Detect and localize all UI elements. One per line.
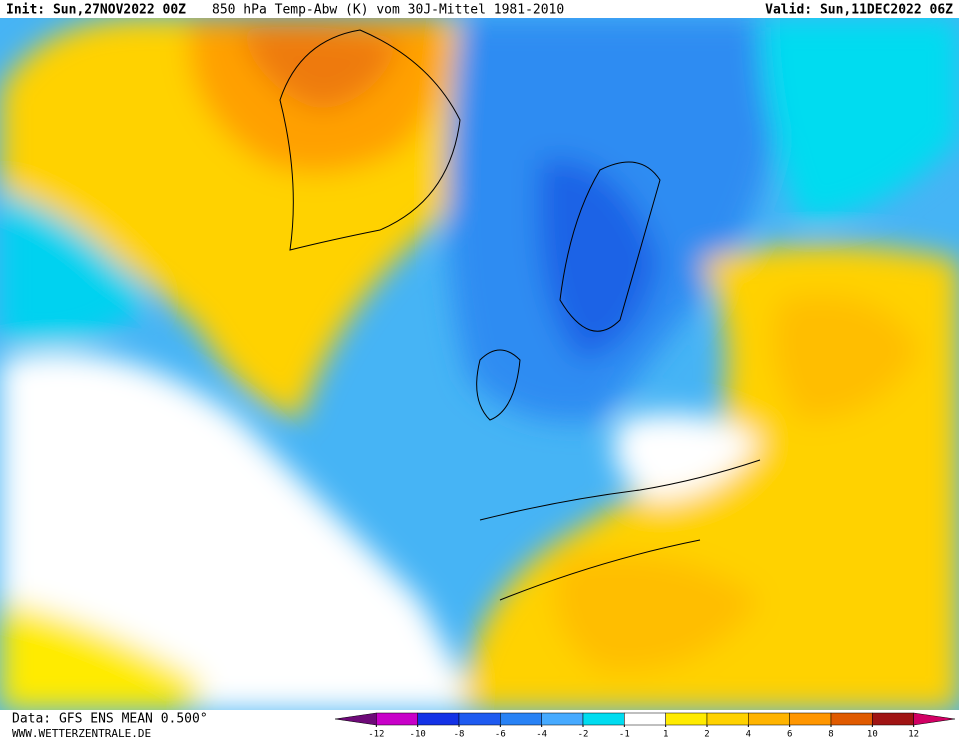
colorbar-segment xyxy=(872,712,914,726)
map-title: 850 hPa Temp-Abw (K) vom 30J-Mittel 1981… xyxy=(212,3,564,18)
colorbar-segment xyxy=(706,712,749,726)
colorbar-tick-label: -8 xyxy=(454,730,465,740)
colorbar-tick-label: 2 xyxy=(704,730,709,740)
colorbar-tick-label: 6 xyxy=(787,730,792,740)
colorbar-tick-label: 1 xyxy=(663,730,668,740)
colorbar-segment xyxy=(624,712,666,726)
colorbar-segment xyxy=(458,712,501,726)
colorbar-tick-label: 10 xyxy=(867,730,878,740)
site-url: WWW.WETTERZENTRALE.DE xyxy=(12,727,151,740)
map xyxy=(0,18,959,710)
colorbar-tick-label: -10 xyxy=(410,730,426,740)
colorbar-tick-label: -6 xyxy=(495,730,506,740)
colorbar-tick-label: -1 xyxy=(619,730,630,740)
colorbar-segment xyxy=(748,712,790,726)
colorbar-tick-label: -2 xyxy=(578,730,589,740)
init-label: Init: Sun,27NOV2022 00Z xyxy=(6,3,186,18)
colorbar-tick-label: 8 xyxy=(828,730,833,740)
valid-label: Valid: Sun,11DEC2022 06Z xyxy=(765,3,953,18)
colorbar-segment xyxy=(376,712,418,726)
colorbar-segment xyxy=(830,712,873,726)
colorbar-segment xyxy=(541,712,584,726)
colorbar-tick-label: 4 xyxy=(746,730,751,740)
colorbar-segment xyxy=(789,712,832,726)
colorbar-segment xyxy=(417,712,460,726)
coastlines xyxy=(279,29,761,601)
colorbar-segment xyxy=(582,712,625,726)
colorbar-segment xyxy=(500,712,542,726)
data-source: Data: GFS ENS MEAN 0.500° xyxy=(12,712,208,727)
header-bar xyxy=(0,0,959,18)
colorbar-segment xyxy=(665,712,708,726)
colorbar-tick-label: -12 xyxy=(368,730,384,740)
colorbar-arrow xyxy=(913,712,956,726)
colorbar-tick-label: -4 xyxy=(536,730,547,740)
colorbar-tick-label: 12 xyxy=(908,730,919,740)
